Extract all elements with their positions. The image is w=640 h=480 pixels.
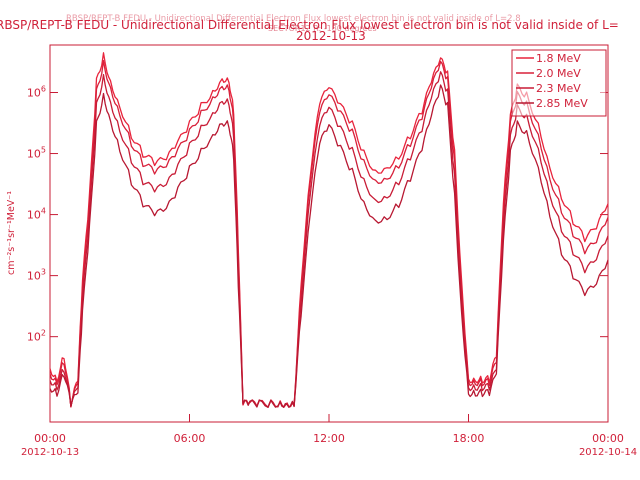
chart-title: RBSP/REPT-B FEDU - Unidirectional Differ… bbox=[0, 18, 619, 32]
legend-label: 1.8 MeV bbox=[536, 52, 581, 65]
y-tick-label: 104 bbox=[27, 207, 46, 222]
y-tick-label: 103 bbox=[27, 268, 46, 283]
x-tick-label: 06:00 bbox=[174, 432, 206, 445]
x-tick-label: 18:00 bbox=[453, 432, 485, 445]
chart-title-ghost: RBSP/REPT-B FEDU - Unidirectional Differ… bbox=[66, 14, 521, 24]
legend-label: 2.0 MeV bbox=[536, 67, 581, 80]
y-tick-label: 102 bbox=[27, 329, 46, 344]
x-tick-label: 00:00 bbox=[34, 432, 66, 445]
legend-box bbox=[511, 49, 607, 117]
legend: 1.8 MeV 2.0 MeV 2.3 MeV 2.85 MeV bbox=[511, 49, 607, 117]
legend-label: 2.85 MeV bbox=[536, 97, 588, 110]
legend-entries: 1.8 MeV 2.0 MeV 2.3 MeV 2.85 MeV bbox=[516, 52, 588, 110]
y-tick-label: 105 bbox=[27, 146, 46, 161]
legend-label: 2.3 MeV bbox=[536, 82, 581, 95]
series-line-3 bbox=[49, 84, 609, 408]
chart-date: 2012-10-13 bbox=[296, 29, 366, 43]
x-tick-date: 2012-10-13 bbox=[21, 447, 79, 458]
series-layer bbox=[49, 52, 609, 408]
x-tick-label: 00:00 bbox=[592, 432, 624, 445]
x-tick-date: 2012-10-14 bbox=[579, 447, 637, 458]
y-tick-layer: 102 103 104 105 106 bbox=[27, 84, 608, 344]
y-tick-label: 106 bbox=[27, 84, 46, 99]
chart-subtitle-ghost: SECTOR12 R: -180 degrees bbox=[268, 24, 377, 33]
x-tick-label: 12:00 bbox=[313, 432, 345, 445]
x-tick-layer: 00:00 2012-10-13 06:00 12:00 18:00 00:00 2012-… bbox=[21, 414, 637, 458]
series-line-2 bbox=[49, 71, 609, 408]
y-axis-label: cm⁻²s⁻¹sr⁻¹MeV⁻¹ bbox=[6, 191, 17, 275]
